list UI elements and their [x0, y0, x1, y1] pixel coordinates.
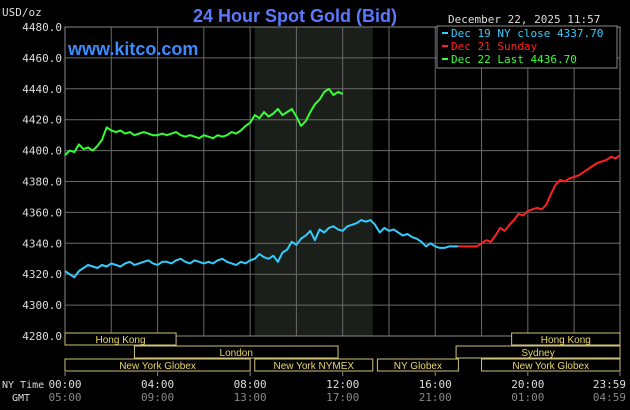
x-tick-label-gmt: 17:00	[326, 391, 359, 404]
x-tick-label-ny: 16:00	[419, 378, 452, 391]
x-tick-label-gmt: 21:00	[419, 391, 452, 404]
y-tick-label: 4420.0	[22, 114, 62, 127]
price-lines	[64, 87, 621, 279]
y-tick-label: 4320.0	[22, 268, 62, 281]
y-tick-label: 4440.0	[22, 83, 62, 96]
price-series-line	[64, 87, 344, 156]
y-tick-label: 4480.0	[22, 21, 62, 34]
legend-label: Dec 19 NY close 4337.70	[451, 27, 603, 40]
units-label: USD/oz	[2, 6, 42, 19]
x-tick-label-ny: 12:00	[326, 378, 359, 391]
legend-label: Dec 22 Last 4436.70	[451, 53, 577, 66]
market-sessions: Hong Kong London New York Globex New York N…	[64, 332, 621, 372]
legend-box	[436, 25, 618, 69]
session-box	[64, 358, 251, 372]
session-box	[133, 345, 339, 359]
timestamp: December 22, 2025 11:57	[448, 13, 600, 26]
x-tick-label-ny: 00:00	[48, 378, 81, 391]
x-tick-label-gmt: 05:00	[48, 391, 81, 404]
price-series-line	[64, 219, 459, 279]
session-box	[511, 332, 621, 346]
y-tick-label: 4280.0	[22, 330, 62, 343]
y-tick-label: 4380.0	[22, 176, 62, 189]
x-tick-label-ny: 08:00	[234, 378, 267, 391]
session-label: London	[220, 348, 253, 359]
x-tick-label-gmt: 04:59	[593, 391, 626, 404]
session-box	[376, 358, 459, 372]
session-label: NY Globex	[394, 361, 442, 372]
session-box	[481, 358, 621, 372]
x-tick-label-gmt: 09:00	[141, 391, 174, 404]
legend-label: Dec 21 Sunday	[451, 40, 537, 53]
plot-frame	[64, 26, 621, 337]
gmt-label: GMT	[12, 393, 30, 404]
session-label: New York NYMEX	[273, 361, 354, 372]
y-tick-label: 4340.0	[22, 237, 62, 250]
session-label: New York Globex	[119, 361, 196, 372]
session-label: Hong Kong	[96, 335, 146, 346]
session-label: Sydney	[521, 348, 554, 359]
y-tick-label: 4400.0	[22, 145, 62, 158]
ny-time-label: NY Time	[2, 380, 44, 391]
y-axis-ticks: 4480.0 4460.0 4440.0 4420.0 4400.0 4380.0 4360…	[22, 21, 62, 343]
x-tick-label-gmt: 01:00	[511, 391, 544, 404]
session-box	[64, 332, 177, 346]
chart-title: 24 Hour Spot Gold (Bid)	[193, 6, 397, 26]
watermark: www.kitco.com	[67, 39, 198, 59]
x-tick-label-ny: 20:00	[511, 378, 544, 391]
y-tick-label: 4360.0	[22, 206, 62, 219]
x-tick-label-ny: 23:59	[593, 378, 626, 391]
y-tick-label: 4460.0	[22, 52, 62, 65]
y-tick-label: 4300.0	[22, 299, 62, 312]
session-label: New York Globex	[512, 361, 589, 372]
x-tick-label-ny: 04:00	[141, 378, 174, 391]
session-label: Hong Kong	[541, 335, 591, 346]
price-series-line	[458, 154, 621, 248]
session-box	[455, 345, 621, 359]
x-tick-label-gmt: 13:00	[234, 391, 267, 404]
session-box	[254, 358, 374, 372]
